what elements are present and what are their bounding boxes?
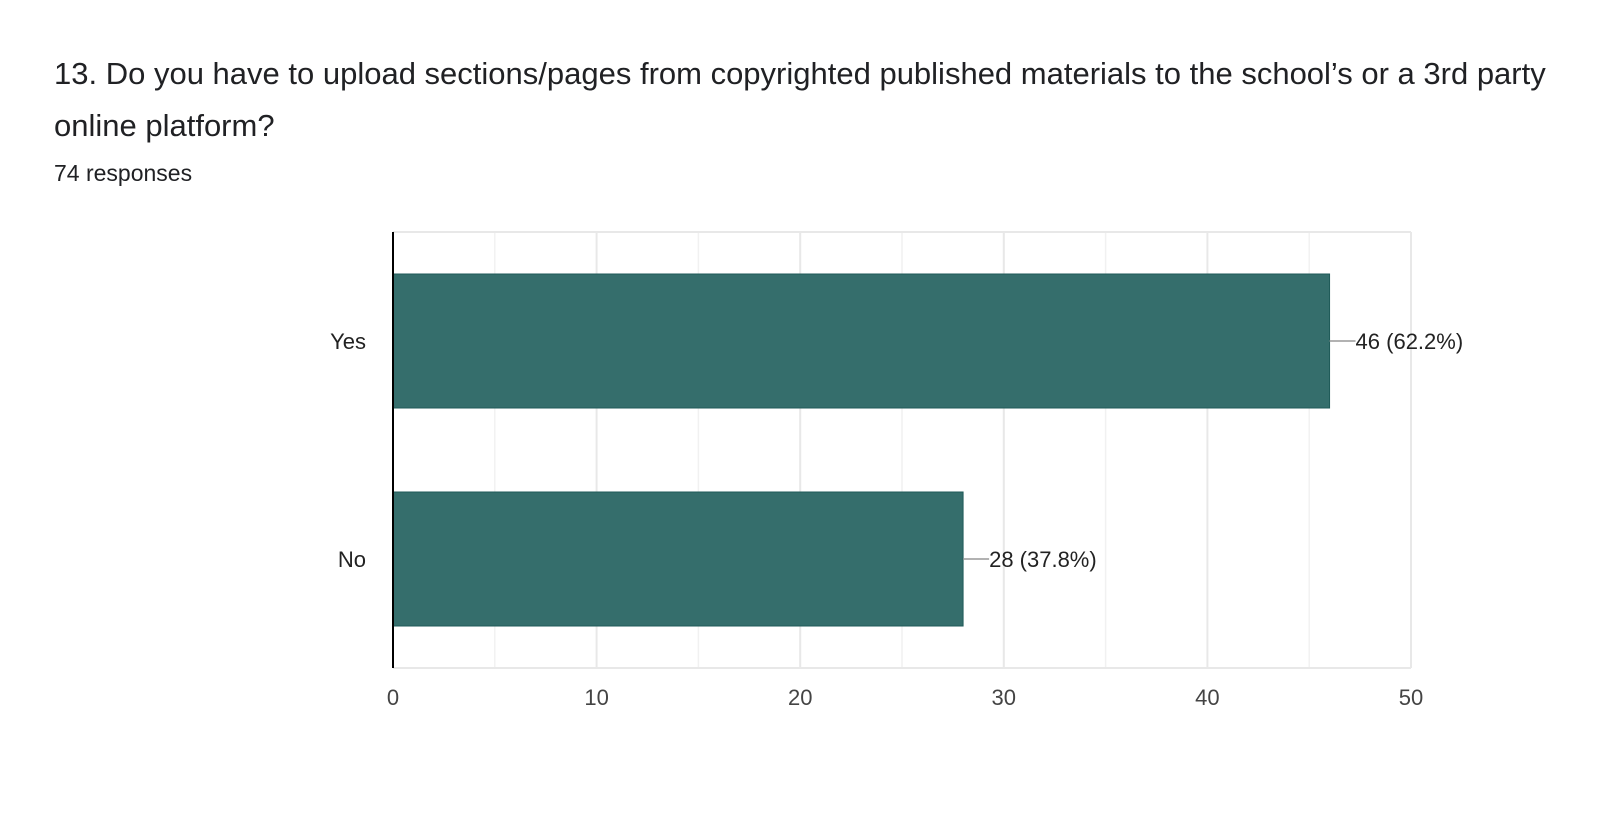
data-label: 46 (62.2%) bbox=[1356, 329, 1464, 354]
x-tick-label: 10 bbox=[584, 685, 608, 710]
x-tick-label: 40 bbox=[1195, 685, 1219, 710]
x-tick-label: 20 bbox=[788, 685, 812, 710]
question-title: 13. Do you have to upload sections/pages… bbox=[54, 56, 1546, 143]
x-tick-label: 0 bbox=[387, 685, 399, 710]
category-label: No bbox=[338, 547, 366, 572]
response-count: 74 responses bbox=[54, 160, 193, 186]
x-tick-label: 30 bbox=[992, 685, 1016, 710]
x-tick-label: 50 bbox=[1399, 685, 1423, 710]
bar-yes bbox=[392, 273, 1331, 409]
bar-no bbox=[392, 491, 964, 627]
data-label: 28 (37.8%) bbox=[989, 547, 1097, 572]
category-label: Yes bbox=[330, 329, 366, 354]
